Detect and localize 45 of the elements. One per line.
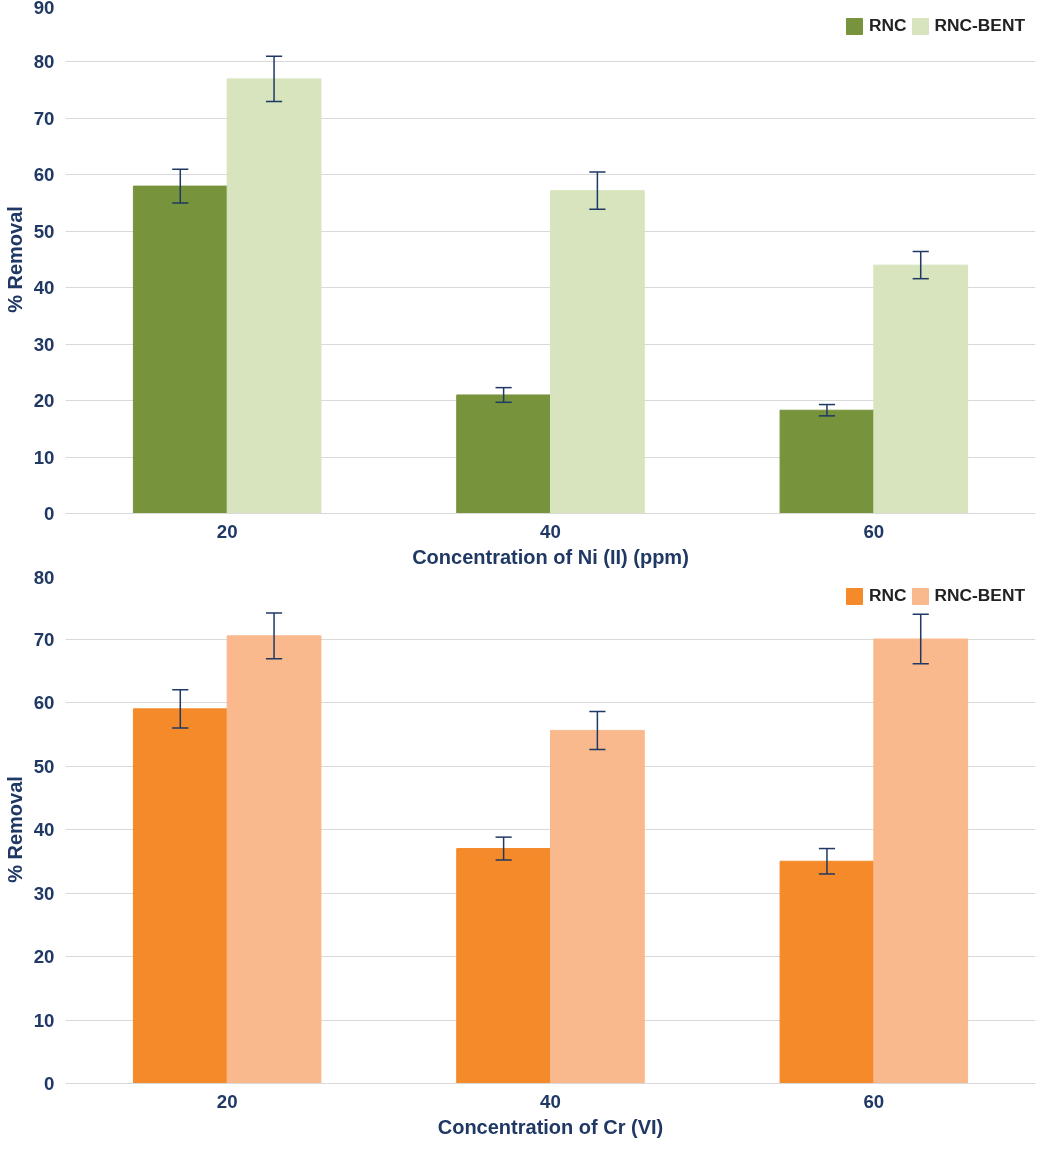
y-tick-label: 0 bbox=[44, 503, 55, 524]
legend-label: RNC-BENT bbox=[934, 585, 1025, 606]
x-tick-label: 20 bbox=[216, 1090, 238, 1112]
y-tick-label: 30 bbox=[33, 333, 55, 355]
y-tick-label: 90 bbox=[33, 0, 55, 18]
y-tick-label: 30 bbox=[33, 882, 55, 904]
x-tick-label: 40 bbox=[540, 520, 561, 542]
y-tick-label: 0 bbox=[44, 1073, 55, 1094]
bar bbox=[132, 185, 228, 514]
bar bbox=[550, 729, 645, 1084]
y-tick-label: 80 bbox=[33, 51, 55, 73]
bar bbox=[779, 409, 875, 514]
y-tick-label: 50 bbox=[33, 755, 55, 777]
bar bbox=[550, 190, 645, 514]
y-tick-label: 10 bbox=[33, 446, 55, 468]
x-axis-title: Concentration of Ni (II) (ppm) bbox=[412, 545, 689, 568]
y-tick-label: 70 bbox=[33, 107, 55, 129]
y-tick-label: 70 bbox=[33, 628, 55, 650]
y-tick-label: 50 bbox=[33, 220, 55, 242]
x-axis-title: Concentration of Cr (VI) bbox=[437, 1115, 664, 1138]
x-tick-label: 40 bbox=[540, 1090, 561, 1112]
bar bbox=[873, 264, 969, 514]
y-tick-label: 20 bbox=[33, 946, 55, 967]
x-tick-label: 60 bbox=[863, 1090, 885, 1112]
bar bbox=[456, 394, 551, 514]
legend-label: RNC bbox=[868, 15, 907, 36]
y-axis-title: % Removal bbox=[3, 206, 26, 313]
bar bbox=[132, 708, 228, 1084]
legend-label: RNC bbox=[868, 585, 907, 606]
legend-label: RNC-BENT bbox=[934, 15, 1025, 36]
x-tick-label: 20 bbox=[216, 520, 238, 542]
bar bbox=[226, 635, 322, 1084]
y-tick-label: 40 bbox=[33, 277, 55, 299]
bar bbox=[873, 638, 969, 1084]
bar bbox=[226, 78, 322, 514]
y-tick-label: 40 bbox=[33, 819, 55, 840]
bar bbox=[456, 848, 551, 1084]
y-tick-label: 80 bbox=[33, 566, 55, 588]
y-tick-label: 60 bbox=[33, 692, 55, 713]
bar bbox=[779, 860, 875, 1084]
y-tick-label: 60 bbox=[33, 164, 55, 186]
y-tick-label: 10 bbox=[33, 1009, 55, 1031]
x-tick-label: 60 bbox=[863, 520, 885, 542]
y-axis-title: % Removal bbox=[3, 776, 26, 883]
y-tick-label: 20 bbox=[33, 390, 55, 412]
